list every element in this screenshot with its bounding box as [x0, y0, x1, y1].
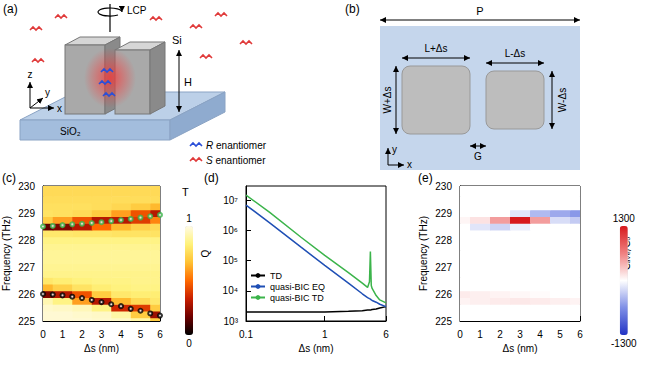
svg-text:LCP: LCP: [127, 5, 147, 16]
svg-text:229: 229: [435, 208, 452, 219]
svg-text:y: y: [45, 87, 50, 98]
svg-text:230: 230: [18, 181, 35, 192]
svg-text:5: 5: [557, 329, 563, 340]
svg-text:(b): (b): [345, 2, 360, 16]
svg-text:L+Δs: L+Δs: [424, 43, 447, 54]
svg-text:T: T: [182, 186, 189, 198]
svg-text:6: 6: [157, 329, 163, 340]
svg-text:5: 5: [138, 329, 144, 340]
svg-text:S enantiomer: S enantiomer: [206, 155, 266, 166]
svg-text:SiO₂: SiO₂: [60, 126, 81, 137]
svg-text:0: 0: [186, 338, 192, 349]
svg-text:1300: 1300: [613, 213, 636, 224]
svg-text:229: 229: [18, 208, 35, 219]
svg-text:(a): (a): [3, 2, 18, 16]
svg-text:226: 226: [18, 289, 35, 300]
svg-text:Frequency (THz): Frequency (THz): [418, 216, 429, 291]
svg-text:225: 225: [18, 316, 35, 327]
svg-text:1: 1: [60, 329, 66, 340]
svg-text:z: z: [28, 69, 33, 80]
svg-text:10⁷: 10⁷: [223, 195, 238, 206]
svg-text:1: 1: [477, 329, 483, 340]
svg-text:(c): (c): [2, 172, 16, 185]
svg-text:H: H: [184, 76, 192, 88]
svg-text:2: 2: [79, 329, 85, 340]
svg-text:230: 230: [435, 181, 452, 192]
svg-text:226: 226: [435, 289, 452, 300]
svg-text:10³: 10³: [224, 316, 239, 327]
svg-text:y: y: [392, 144, 397, 155]
svg-text:227: 227: [18, 262, 35, 273]
svg-text:x: x: [57, 103, 62, 114]
svg-text:228: 228: [18, 235, 35, 246]
svg-text:W+Δs: W+Δs: [382, 87, 393, 114]
svg-text:2: 2: [497, 329, 503, 340]
svg-text:6: 6: [577, 329, 583, 340]
svg-text:P: P: [476, 5, 483, 17]
svg-text:(d): (d): [204, 172, 219, 185]
svg-text:G: G: [474, 151, 482, 162]
svg-text:Q: Q: [200, 249, 211, 257]
svg-text:W-Δs: W-Δs: [557, 88, 568, 112]
svg-text:1: 1: [186, 213, 192, 224]
svg-text:10⁶: 10⁶: [223, 225, 238, 236]
svg-text:10⁴: 10⁴: [223, 285, 238, 296]
svg-text:-1300: -1300: [611, 338, 637, 349]
svg-text:L-Δs: L-Δs: [505, 48, 526, 59]
svg-text:3: 3: [99, 329, 105, 340]
svg-text:0: 0: [40, 329, 46, 340]
svg-text:0.1: 0.1: [239, 329, 253, 340]
svg-text:0: 0: [457, 329, 463, 340]
svg-text:4: 4: [118, 329, 124, 340]
svg-text:3: 3: [517, 329, 523, 340]
svg-text:(e): (e): [418, 172, 433, 185]
svg-text:4: 4: [537, 329, 543, 340]
svg-text:TD: TD: [270, 271, 282, 281]
svg-text:6: 6: [383, 329, 389, 340]
svg-text:10⁵: 10⁵: [223, 255, 238, 266]
svg-text:R enantiomer: R enantiomer: [206, 140, 267, 151]
svg-text:Frequency (THz): Frequency (THz): [1, 216, 12, 291]
svg-text:Si: Si: [172, 34, 182, 46]
svg-text:x: x: [407, 159, 412, 170]
svg-text:228: 228: [435, 235, 452, 246]
svg-text:227: 227: [435, 262, 452, 273]
svg-text:quasi-BIC TD: quasi-BIC TD: [270, 293, 324, 303]
svg-text:1: 1: [322, 329, 328, 340]
svg-text:Δs (nm): Δs (nm): [298, 343, 333, 354]
svg-text:225: 225: [435, 316, 452, 327]
svg-text:quasi-BIC EQ: quasi-BIC EQ: [270, 282, 325, 292]
svg-text:Δs (nm): Δs (nm): [84, 343, 119, 354]
svg-text:Δs (nm): Δs (nm): [502, 343, 537, 354]
